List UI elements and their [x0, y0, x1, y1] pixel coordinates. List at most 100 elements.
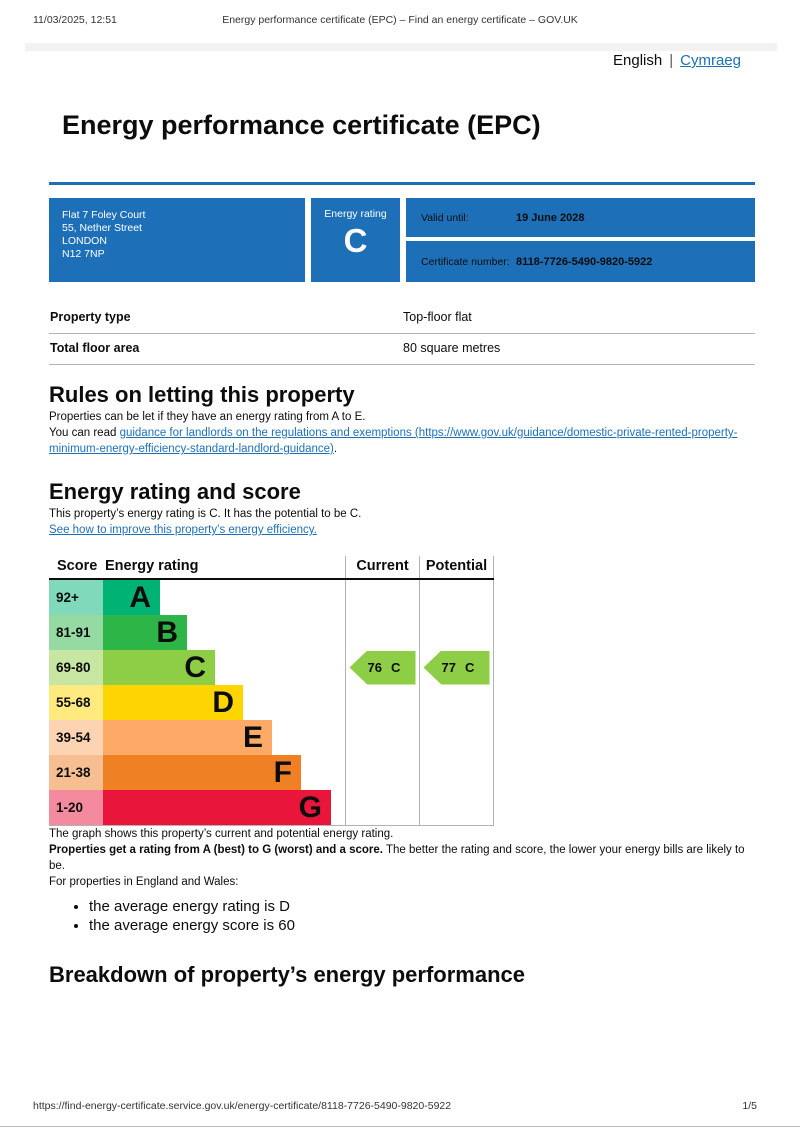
page-top-bar [25, 43, 777, 51]
score-range-a: 92+ [49, 580, 103, 615]
rating-scale-bold: Properties get a rating from A (best) to… [49, 844, 383, 856]
band-bar-b: B [103, 615, 187, 650]
certificate-number-label: Certificate number: [421, 255, 510, 268]
table-row: Property type Top-floor flat [49, 303, 755, 334]
band-bar-area: F [103, 755, 345, 790]
improve-efficiency-link[interactable]: See how to improve this property’s energ… [49, 524, 317, 536]
potential-cell-e [419, 720, 494, 755]
band-letter-a: A [129, 581, 151, 614]
band-bar-area: E [103, 720, 345, 755]
score-range-g: 1-20 [49, 790, 103, 825]
improve-paragraph: See how to improve this property’s energ… [49, 522, 755, 538]
property-summary-table: Property type Top-floor flat Total floor… [49, 303, 755, 365]
current-rating-arrow: 76 C [349, 650, 416, 685]
score-range-d: 55-68 [49, 685, 103, 720]
graph-explanation-text: The graph shows this property’s current … [49, 828, 394, 840]
band-row-b: 81-91 B [49, 615, 494, 650]
potential-cell-c: 77 C [419, 650, 494, 685]
energy-rating-panel: Energy rating C [311, 198, 400, 282]
language-current: English [613, 52, 663, 69]
address-line: 55, Nether Street [62, 222, 142, 234]
main-content: Energy performance certificate (EPC) Fla… [49, 0, 755, 989]
average-rating-list: the average energy rating is D the avera… [49, 898, 755, 934]
address-line: N12 7NP [62, 248, 105, 260]
title-divider [49, 182, 755, 185]
current-cell-a [345, 580, 419, 615]
guidance-prefix: You can read [49, 427, 120, 439]
england-wales-text: For properties in England and Wales: [49, 876, 239, 888]
potential-cell-f [419, 755, 494, 790]
guidance-paragraph: You can read guidance for landlords on t… [49, 425, 749, 457]
page-title: Energy performance certificate (EPC) [62, 110, 541, 140]
print-header: 11/03/2025, 12:51 Energy performance cer… [0, 14, 800, 30]
band-bar-area: A [103, 580, 345, 615]
current-cell-d [345, 685, 419, 720]
band-letter-b: B [156, 616, 178, 649]
band-letter-c: C [184, 651, 206, 684]
chart-header-row: Score Energy rating Current Potential [49, 556, 494, 580]
band-letter-g: G [298, 791, 322, 824]
current-cell-f [345, 755, 419, 790]
floor-area-value: 80 square metres [403, 341, 501, 355]
certificate-meta-panel: Valid until: 19 June 2028 Certificate nu… [406, 198, 755, 282]
band-bar-area: C [103, 650, 345, 685]
band-row-f: 21-38 F [49, 755, 494, 790]
current-cell-g [345, 790, 419, 825]
band-bar-area: G [103, 790, 345, 825]
band-letter-e: E [242, 721, 263, 754]
band-row-d: 55-68 D [49, 685, 494, 720]
band-bar-d: D [103, 685, 243, 720]
energy-rating-label: Energy rating [324, 208, 387, 220]
window-bottom-edge [0, 1126, 800, 1127]
potential-rating-arrow-score: 77 [441, 660, 456, 675]
band-row-e: 39-54 E [49, 720, 494, 755]
potential-rating-arrow-letter: C [464, 660, 475, 675]
current-rating-arrow-letter: C [390, 660, 401, 675]
band-bar-f: F [103, 755, 301, 790]
chart-column-header-current: Current [345, 556, 419, 578]
score-range-f: 21-38 [49, 755, 103, 790]
band-letter-d: D [212, 686, 234, 719]
certificate-number-row: Certificate number: 8118-7726-5490-9820-… [406, 241, 755, 282]
epc-rating-chart: Score Energy rating Current Potential 92+ A 8… [49, 556, 494, 826]
rules-heading: Rules on letting this property [49, 382, 355, 407]
valid-until-label: Valid until: [421, 211, 469, 224]
property-type-label: Property type [50, 310, 131, 324]
address-line: LONDON [62, 235, 107, 247]
band-bar-area: B [103, 615, 345, 650]
potential-cell-d [419, 685, 494, 720]
guidance-suffix: . [333, 443, 338, 455]
language-switch: English | Cymraeg [613, 52, 741, 69]
property-type-value: Top-floor flat [403, 310, 472, 324]
list-item: the average energy rating is D [89, 898, 755, 915]
current-cell-c: 76 C [345, 650, 419, 685]
chart-bands: 92+ A 81-91 B 69-80 C 76 C 77 C 55-68 D 39-54 E 21-38 F… [49, 580, 494, 826]
band-bar-c: C [103, 650, 215, 685]
score-range-b: 81-91 [49, 615, 103, 650]
energy-rating-value: C [343, 222, 368, 259]
potential-cell-b [419, 615, 494, 650]
potential-cell-g [419, 790, 494, 825]
certificate-number-value: 8118-7726-5490-9820-5922 [516, 255, 653, 268]
chart-column-header-potential: Potential [419, 556, 494, 578]
potential-rating-arrow: 77 C [423, 650, 490, 685]
score-range-e: 39-54 [49, 720, 103, 755]
band-bar-e: E [103, 720, 272, 755]
rating-scale-text: Properties get a rating from A (best) to… [49, 842, 755, 874]
language-link-cymraeg[interactable]: Cymraeg [680, 52, 741, 69]
band-bar-area: D [103, 685, 345, 720]
band-bar-g: G [103, 790, 331, 825]
letting-rule-text: Properties can be let if they have an en… [49, 411, 366, 423]
print-footer-url: https://find-energy-certificate.service.… [33, 1100, 452, 1112]
chart-column-header-energy-rating: Energy rating [105, 558, 199, 574]
floor-area-label: Total floor area [50, 341, 140, 355]
valid-until-row: Valid until: 19 June 2028 [406, 198, 755, 237]
landlord-guidance-link[interactable]: guidance for landlords on the regulation… [49, 427, 738, 455]
band-letter-f: F [273, 756, 292, 789]
breakdown-heading: Breakdown of property’s energy performan… [49, 962, 525, 987]
band-bar-a: A [103, 580, 160, 615]
band-row-c: 69-80 C 76 C 77 C [49, 650, 494, 685]
band-row-a: 92+ A [49, 580, 494, 615]
current-cell-b [345, 615, 419, 650]
chart-column-header-score: Score [57, 558, 98, 574]
